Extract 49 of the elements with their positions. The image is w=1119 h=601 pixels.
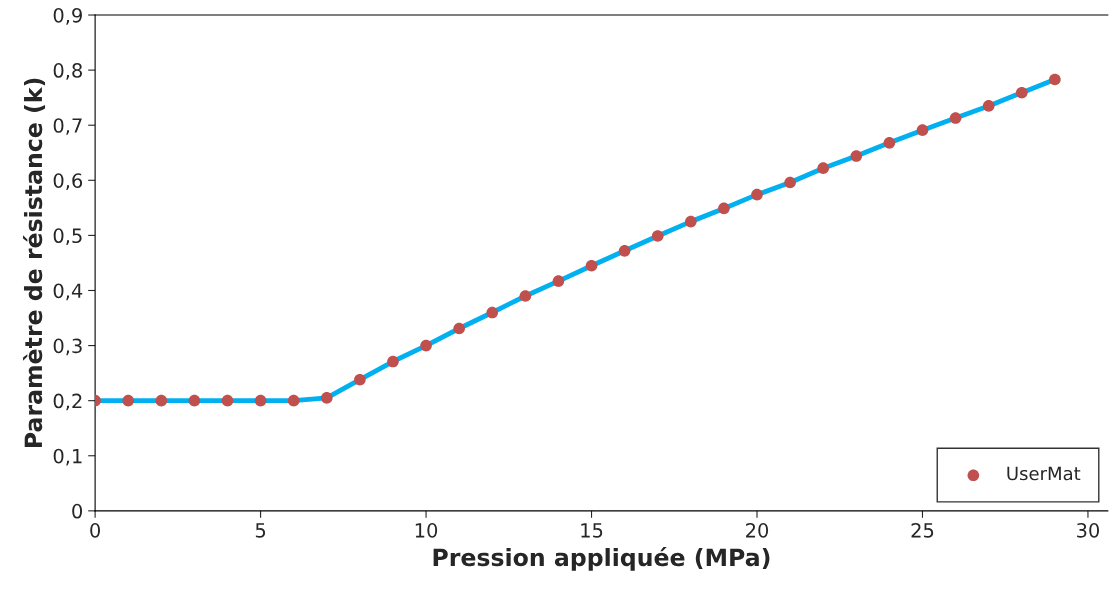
point [552,275,565,287]
point [486,306,499,319]
point [949,112,962,124]
point [188,394,201,407]
point [122,394,135,407]
point [982,100,995,112]
point [387,355,399,368]
y-tick-label: 0,6 [53,173,83,190]
point [519,290,532,302]
y-tick-label: 0,5 [53,228,82,246]
x-tick-label: 25 [911,523,934,538]
y-tick-label: 0,4 [53,283,83,301]
y-tick-label: 0,9 [53,7,82,25]
point [751,188,763,201]
point [718,202,730,215]
point [685,215,697,228]
point [916,124,929,136]
point [287,394,300,407]
x-tick-label: 30 [1077,523,1100,538]
x-tick-label: 5 [255,523,266,538]
legend-label: UserMat [1007,466,1081,481]
point [651,230,664,242]
point [618,245,631,257]
point [254,394,267,407]
x-axis-title: Pression appliquée (MPa) [433,547,770,571]
point [354,373,366,386]
y-tick-label: 0,2 [53,393,82,411]
point [850,150,863,162]
point [585,259,598,272]
point [453,322,465,335]
y-tick-label: 0,7 [53,118,82,135]
point [420,339,432,352]
point [155,394,168,407]
x-tick-label: 0 [90,523,101,538]
point [320,392,333,404]
x-tick-label: 20 [746,523,769,538]
y-axis-title: Paramètre de résistance (k) [23,78,46,448]
y-tick-label: 0,3 [53,338,82,356]
point [817,162,830,174]
point [883,137,896,149]
point [784,176,796,189]
point [1049,73,1061,86]
x-tick-label: 10 [415,523,438,538]
y-tick-label: 0,8 [53,63,82,80]
x-tick-label: 15 [581,523,603,538]
y-tick-label: 0,1 [53,448,82,466]
point [221,394,234,407]
point [1015,86,1028,99]
y-tick-label: 0 [72,503,83,519]
